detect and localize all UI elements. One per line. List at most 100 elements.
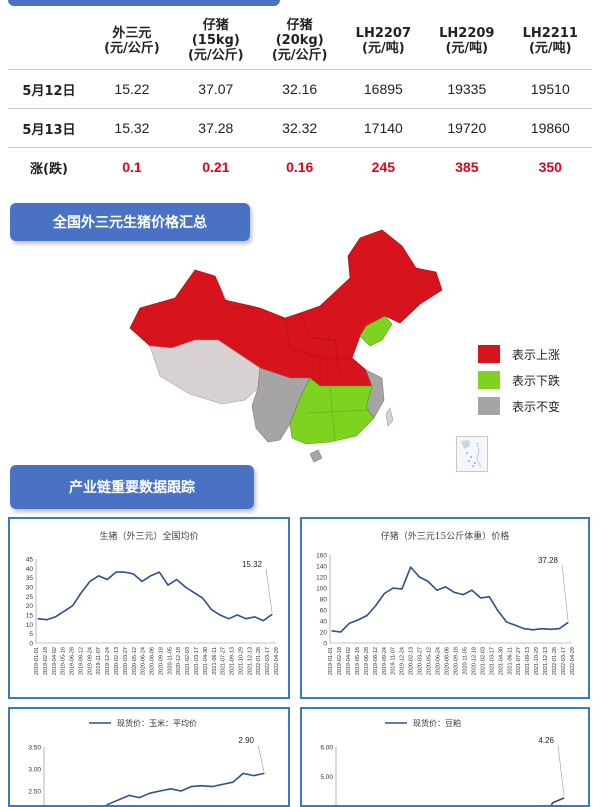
x-tick-label: 2019-08-12 <box>78 647 84 675</box>
change-cell: 385 <box>425 147 509 186</box>
data-point <box>401 588 403 590</box>
data-point <box>471 589 473 591</box>
x-tick-label: 2020-11-05 <box>462 647 468 675</box>
data-point <box>132 573 134 575</box>
data-point <box>63 610 65 612</box>
x-tick-label: 2019-05-16 <box>355 647 361 675</box>
data-point <box>479 597 482 599</box>
data-point <box>418 576 421 578</box>
data-point <box>190 786 192 788</box>
y-tick-label: 80 <box>320 597 328 604</box>
y-tick-label: 15 <box>26 613 34 620</box>
data-point <box>176 578 178 581</box>
data-point <box>228 618 230 620</box>
annotation-label: 4.26 <box>538 736 554 745</box>
y-tick-label: 5 <box>29 631 33 638</box>
data-point <box>506 621 508 623</box>
x-tick-label: 2020-03-27 <box>123 647 129 675</box>
legend-item-rise: 表示上涨 <box>478 342 560 366</box>
map-section-banner: 全国外三元生猪价格汇总 <box>10 203 250 241</box>
x-tick-label: 2021-07-27 <box>516 647 522 675</box>
x-tick-label: 2021-06-11 <box>507 647 513 675</box>
series-line <box>105 772 265 805</box>
annotation-label: 37.28 <box>538 556 559 565</box>
change-cell: 245 <box>341 147 426 186</box>
x-tick-label: 2019-06-28 <box>364 647 370 675</box>
chart-title: 仔猪（外三元15公斤体重）价格 <box>380 532 510 542</box>
data-point <box>567 621 569 624</box>
data-point <box>141 580 143 582</box>
data-point <box>340 631 342 633</box>
data-point <box>37 618 39 620</box>
x-tick-label: 2020-08-06 <box>150 647 156 675</box>
table-cell: 19860 <box>508 108 592 148</box>
table-row: 5月12日 15.22 37.07 32.16 16895 19335 1951… <box>8 69 592 109</box>
data-point <box>184 586 186 588</box>
annotation-leader <box>561 564 569 621</box>
x-tick-label: 2021-03-17 <box>194 647 200 675</box>
data-point <box>232 781 234 783</box>
x-tick-label: 2021-06-11 <box>212 647 218 675</box>
data-point <box>392 587 394 589</box>
legend-label: 表示下跌 <box>512 373 561 388</box>
data-point <box>124 571 126 573</box>
china-price-map <box>120 228 450 468</box>
legend-swatch-green <box>478 371 500 389</box>
x-tick-label: 2021-02-03 <box>480 647 486 675</box>
x-tick-label: 2020-03-27 <box>418 647 424 675</box>
y-tick-label: 3.00 <box>28 767 41 774</box>
data-point <box>445 586 447 588</box>
x-tick-label: 2020-08-06 <box>445 647 451 675</box>
table-cell: 37.28 <box>173 108 258 148</box>
data-point <box>436 589 438 591</box>
x-tick-label: 2020-12-18 <box>471 647 477 675</box>
data-point <box>80 592 82 594</box>
row-label: 涨(跌) <box>8 147 90 186</box>
chart-panel-piglet-price: 仔猪（外三元15公斤体重）价格 0 20 40 60 80 100 120 140 160 201… <box>300 517 590 699</box>
x-tick-label: 2022-01-26 <box>552 647 558 675</box>
header-lh2207: LH2207 (元/吨) <box>341 14 426 70</box>
data-point <box>202 597 204 599</box>
x-tick-label: 2019-02-18 <box>43 647 49 675</box>
header-lh2209: LH2209 (元/吨) <box>425 14 509 70</box>
series-line <box>550 797 565 805</box>
x-tick-label: 2021-02-03 <box>185 647 191 675</box>
china-map-graphic <box>129 229 443 463</box>
table-cell: 19720 <box>425 108 509 148</box>
row-label: 5月13日 <box>8 108 90 148</box>
table-cell: 19335 <box>425 69 509 109</box>
y-tick-label: 3.50 <box>28 745 41 752</box>
table-cell: 37.07 <box>173 69 258 109</box>
data-point <box>221 783 224 785</box>
map-region-fall-northeast <box>359 315 393 347</box>
data-point <box>72 605 74 607</box>
x-tick-label: 2021-04-30 <box>203 647 209 675</box>
x-tick-label: 2019-09-24 <box>87 647 93 675</box>
y-tick-label: 35 <box>26 575 34 582</box>
data-point <box>210 608 212 610</box>
x-tick-label: 2019-09-24 <box>382 647 388 675</box>
table-cell: 32.32 <box>257 108 342 148</box>
x-tick-label: 2022-04-29 <box>274 647 280 675</box>
annotation-label: 2.90 <box>238 736 254 745</box>
data-point <box>245 618 247 620</box>
x-tick-label: 2021-04-30 <box>498 647 504 675</box>
row-label: 5月12日 <box>8 69 90 109</box>
legend-item-flat: 表示不变 <box>478 394 560 418</box>
data-point <box>150 575 152 577</box>
data-point <box>331 630 333 632</box>
y-tick-label: 6.00 <box>320 745 333 752</box>
x-tick-label: 2021-12-13 <box>543 647 549 675</box>
data-point <box>366 614 368 617</box>
x-tick-label: 2021-10-29 <box>534 647 540 675</box>
table-row: 5月13日 15.32 37.28 32.32 17140 19720 1986… <box>8 108 592 148</box>
table-cell: 32.16 <box>257 69 342 109</box>
south-china-sea-inset <box>456 436 488 472</box>
data-point <box>159 790 161 792</box>
header-piglet-15kg: 仔猪 (15kg) (元/公斤) <box>173 14 258 70</box>
header-piglet-20kg: 仔猪 (20kg) (元/公斤) <box>257 14 342 70</box>
x-tick-label: 2020-02-13 <box>409 647 415 675</box>
price-table-header-row: 外三元 (元/公斤) 仔猪 (15kg) (元/公斤) 仔猪 (20kg) (元… <box>8 14 592 70</box>
price-table: 外三元 (元/公斤) 仔猪 (15kg) (元/公斤) 仔猪 (20kg) (元… <box>8 14 592 186</box>
annotation-leader <box>257 744 265 772</box>
